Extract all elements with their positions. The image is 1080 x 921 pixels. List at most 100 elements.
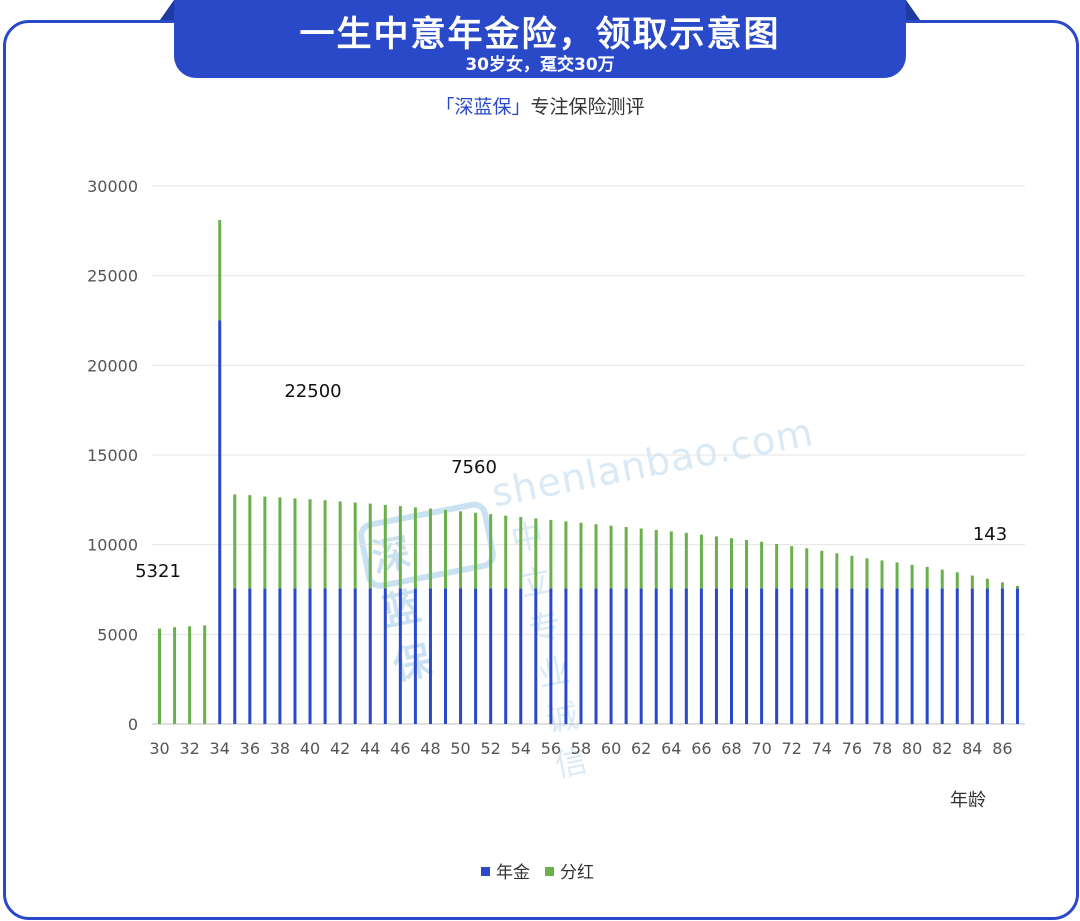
x-tick-label: 36 (240, 739, 260, 758)
bar-annuity (609, 588, 613, 724)
x-tick-label: 32 (179, 739, 199, 758)
bar-annuity (504, 588, 508, 724)
x-tick-label: 68 (721, 739, 741, 758)
bar-dividend (714, 536, 718, 589)
bar-annuity (970, 588, 974, 724)
bar-dividend (1015, 585, 1019, 589)
bar-annuity (955, 588, 959, 724)
y-tick-label: 20000 (87, 356, 138, 375)
bar-annuity (398, 588, 402, 724)
bar-annuity (745, 588, 749, 724)
x-tick-label: 42 (330, 739, 350, 758)
x-axis-label: 年龄 (950, 790, 986, 811)
x-tick-label: 44 (360, 739, 380, 758)
bar-dividend (489, 514, 493, 589)
bar-annuity (684, 588, 688, 724)
y-tick-label: 0 (128, 715, 138, 734)
x-tick-label: 72 (782, 739, 802, 758)
brand-name: 「深蓝保」 (435, 96, 531, 118)
bar-annuity (940, 588, 944, 724)
title-banner: 一生中意年金险，领取示意图 30岁女，趸交30万 (160, 0, 920, 78)
bar-dividend (745, 540, 749, 589)
bar-annuity (474, 588, 478, 724)
bar-dividend (323, 500, 327, 589)
x-tick-label: 52 (480, 739, 500, 758)
bar-dividend (444, 509, 448, 589)
bar-dividend (579, 522, 583, 589)
bar-annuity (564, 588, 568, 724)
bar-annuity (459, 588, 463, 724)
bar-dividend (729, 538, 733, 589)
bar-dividend (368, 503, 372, 589)
bar-annuity (654, 588, 658, 724)
x-tick-label: 62 (631, 739, 651, 758)
bar-annuity (278, 588, 282, 724)
bar-annuity (308, 588, 312, 724)
x-tick-label: 78 (872, 739, 892, 758)
bar-annuity (594, 588, 598, 724)
bar-annuity (489, 588, 493, 724)
bar-annuity (880, 588, 884, 724)
bar-dividend (639, 528, 643, 589)
bar-dividend (158, 628, 162, 724)
legend-label: 年金 (496, 863, 530, 883)
x-tick-label: 50 (450, 739, 470, 758)
bar-dividend (805, 548, 809, 589)
bar-dividend (699, 534, 703, 589)
bar-dividend (519, 517, 523, 589)
bar-annuity (805, 588, 809, 724)
bar-annuity (519, 588, 523, 724)
bar-annuity (850, 588, 854, 724)
bar-annuity (368, 588, 372, 724)
legend-swatch (481, 867, 490, 876)
bar-dividend (594, 524, 598, 589)
data-label: 143 (973, 524, 1007, 545)
x-tick-label: 38 (270, 739, 290, 758)
x-tick-label: 48 (420, 739, 440, 758)
brand-slogan: 专注保险测评 (530, 96, 645, 118)
legend-label: 分红 (560, 863, 594, 883)
x-tick-label: 40 (300, 739, 320, 758)
bar-annuity (1015, 588, 1019, 724)
bar-dividend (233, 494, 237, 589)
bar-dividend (413, 507, 417, 589)
bar-dividend (865, 558, 869, 589)
bar-dividend (188, 626, 192, 724)
bar-dividend (684, 532, 688, 589)
bar-annuity (323, 588, 327, 724)
x-tick-label: 30 (149, 739, 169, 758)
bar-dividend (308, 499, 312, 589)
x-tick-label: 60 (601, 739, 621, 758)
chart-frame (3, 20, 1079, 920)
bar-annuity (790, 588, 794, 724)
chart-subtitle: 30岁女，趸交30万 (465, 55, 615, 75)
x-tick-label: 54 (511, 739, 531, 758)
bar-dividend (775, 543, 779, 589)
bar-dividend (895, 562, 899, 589)
bar-annuity (383, 588, 387, 724)
x-tick-label: 64 (661, 739, 681, 758)
bar-annuity (428, 588, 432, 724)
bar-dividend (278, 497, 282, 589)
bar-annuity (579, 588, 583, 724)
bar-dividend (1000, 582, 1004, 589)
bar-annuity (218, 320, 222, 724)
y-tick-label: 25000 (87, 267, 138, 286)
bar-dividend (173, 627, 177, 724)
bar-dividend (218, 220, 222, 321)
bar-annuity (729, 588, 733, 724)
bar-annuity (910, 588, 914, 724)
bar-annuity (760, 588, 764, 724)
bar-annuity (413, 588, 417, 724)
y-tick-label: 10000 (87, 536, 138, 555)
x-tick-label: 84 (962, 739, 982, 758)
brand-line: 「深蓝保」专注保险测评 (0, 92, 1080, 119)
bar-dividend (549, 519, 553, 589)
bar-dividend (970, 575, 974, 589)
bar-dividend (398, 506, 402, 589)
data-label: 22500 (284, 381, 341, 402)
bar-dividend (474, 512, 478, 589)
bar-dividend (609, 525, 613, 589)
bar-dividend (534, 518, 538, 589)
x-tick-label: 74 (812, 739, 832, 758)
